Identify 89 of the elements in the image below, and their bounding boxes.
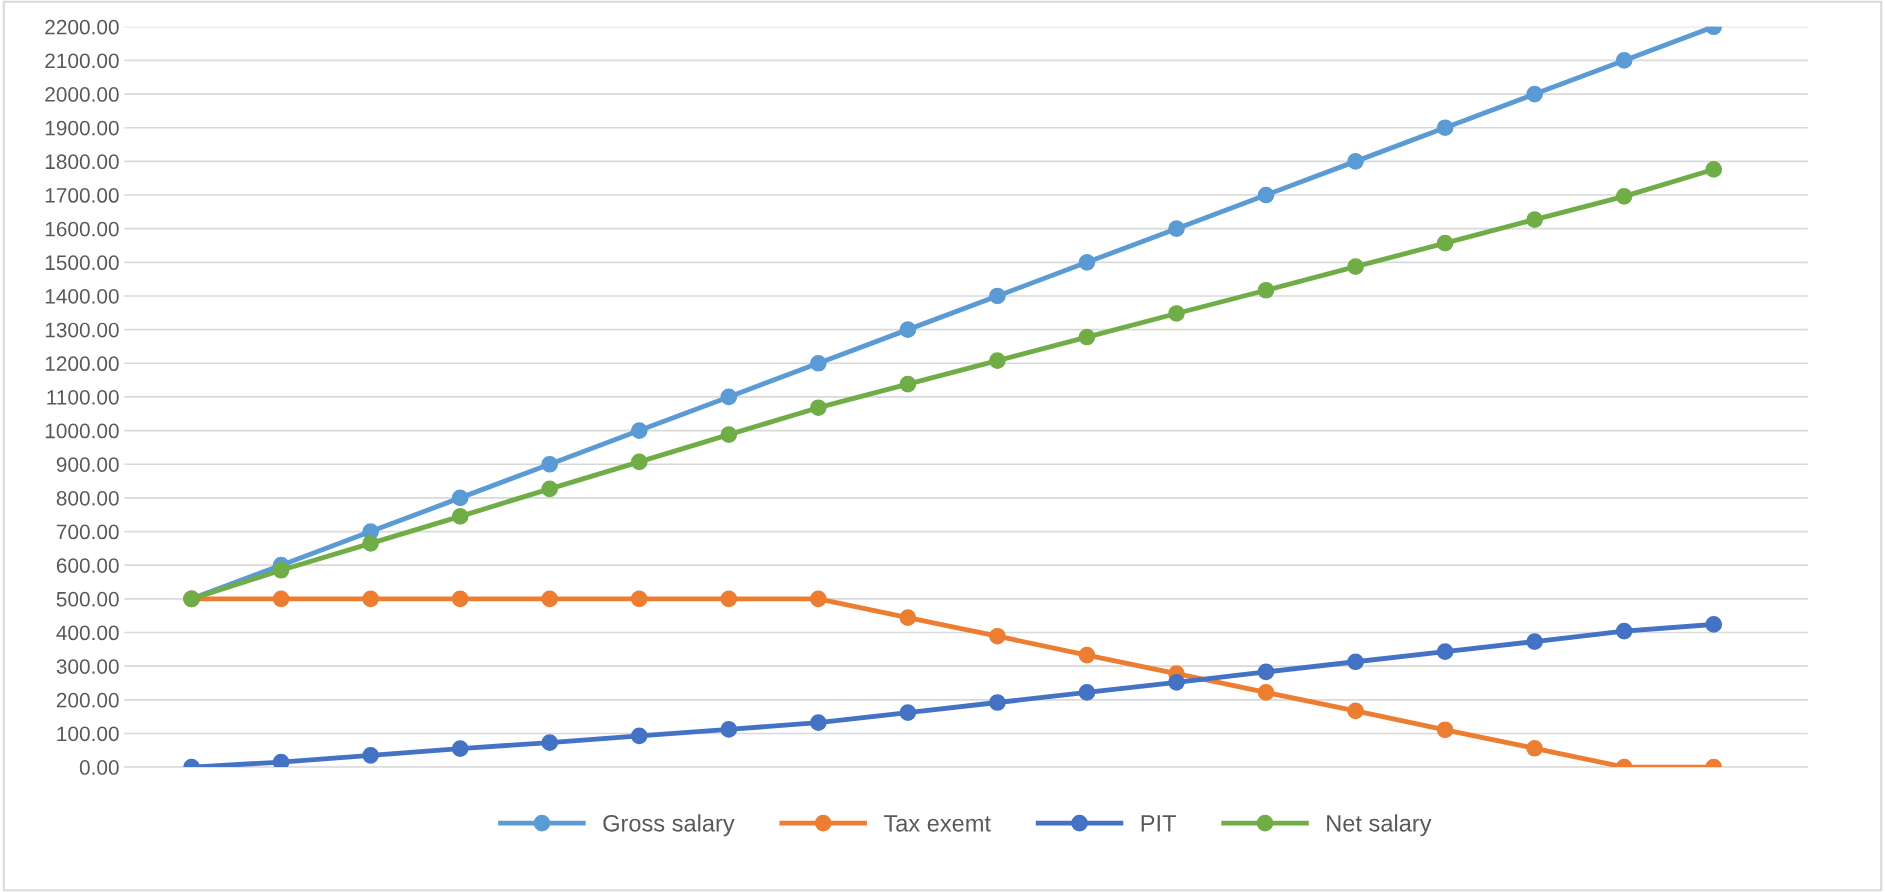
point — [1347, 702, 1364, 720]
point — [1257, 684, 1275, 701]
point — [720, 721, 738, 738]
point — [451, 740, 469, 757]
point — [899, 704, 917, 721]
point — [1526, 211, 1543, 228]
point — [272, 561, 290, 579]
point — [1436, 721, 1454, 739]
point — [1526, 85, 1543, 103]
point — [1705, 616, 1723, 633]
point — [1436, 119, 1454, 137]
y-tick-label: 100.00 — [57, 726, 119, 742]
y-tick-label: 1300.00 — [45, 322, 119, 338]
point — [989, 352, 1006, 369]
point — [809, 590, 827, 608]
y-tick-label: 300.00 — [56, 659, 119, 674]
point — [1347, 153, 1364, 170]
point — [720, 388, 738, 406]
point — [720, 590, 738, 608]
y-tick-label: 2000.00 — [45, 87, 119, 102]
point — [809, 714, 827, 732]
point — [362, 747, 379, 764]
y-tick-label: 700.00 — [56, 524, 119, 540]
point — [899, 609, 917, 627]
point — [630, 590, 648, 608]
y-tick-label: 1600.00 — [45, 221, 119, 237]
point — [541, 455, 559, 473]
legend-label: Tax exemt — [883, 815, 991, 832]
point — [1436, 643, 1454, 661]
point — [720, 426, 738, 443]
point — [1168, 305, 1185, 322]
point — [630, 453, 648, 471]
y-tick-label: 2200.00 — [45, 19, 119, 35]
point — [1615, 188, 1633, 205]
point — [1257, 281, 1275, 299]
point — [1257, 186, 1275, 204]
point — [1347, 653, 1364, 671]
point — [362, 590, 379, 608]
point — [272, 590, 290, 608]
point — [272, 753, 290, 768]
point — [989, 694, 1006, 711]
y-tick-label: 1900.00 — [45, 120, 119, 136]
point — [541, 590, 559, 608]
point — [1257, 663, 1275, 681]
point — [1615, 52, 1633, 69]
y-tick-label: 1400.00 — [45, 288, 119, 304]
legend-label: Net salary — [1327, 814, 1432, 837]
y-tick-label: 900.00 — [56, 457, 119, 472]
point — [1078, 253, 1096, 271]
point — [1615, 622, 1633, 640]
legend-label: PIT — [1141, 815, 1176, 832]
legend-label: Gross salary — [603, 814, 735, 837]
y-tick-label: 200.00 — [56, 692, 119, 708]
point — [630, 727, 648, 745]
point — [1078, 646, 1096, 664]
point — [362, 534, 379, 552]
y-tick-label: 0.00 — [79, 760, 119, 775]
y-tick-label: 1800.00 — [45, 154, 119, 170]
point — [809, 399, 827, 417]
y-tick-label: 2100.00 — [45, 53, 119, 69]
point — [451, 508, 469, 525]
y-tick-label: 800.00 — [56, 490, 119, 506]
point — [899, 375, 917, 393]
point — [451, 489, 469, 507]
point — [541, 480, 559, 498]
y-tick-label: 1100.00 — [47, 389, 119, 405]
point — [1347, 258, 1364, 276]
point — [1436, 234, 1454, 252]
point — [451, 590, 469, 608]
point — [1078, 328, 1096, 346]
point — [1705, 161, 1723, 178]
point — [541, 734, 559, 751]
y-tick-label: 1500.00 — [45, 255, 119, 271]
y-tick-label: 400.00 — [56, 625, 119, 641]
y-tick-label: 1000.00 — [45, 423, 119, 439]
point — [1168, 673, 1185, 691]
y-tick-label: 1700.00 — [45, 188, 119, 203]
point — [809, 354, 827, 372]
point — [1078, 684, 1096, 701]
y-tick-label: 600.00 — [56, 558, 119, 573]
point — [630, 422, 648, 439]
point — [989, 287, 1006, 305]
point — [989, 627, 1006, 645]
y-tick-label: 500.00 — [56, 591, 119, 607]
point — [1168, 220, 1185, 238]
y-tick-label: 1200.00 — [45, 356, 119, 372]
point — [1526, 739, 1543, 757]
point — [899, 321, 917, 338]
point — [1526, 633, 1543, 650]
